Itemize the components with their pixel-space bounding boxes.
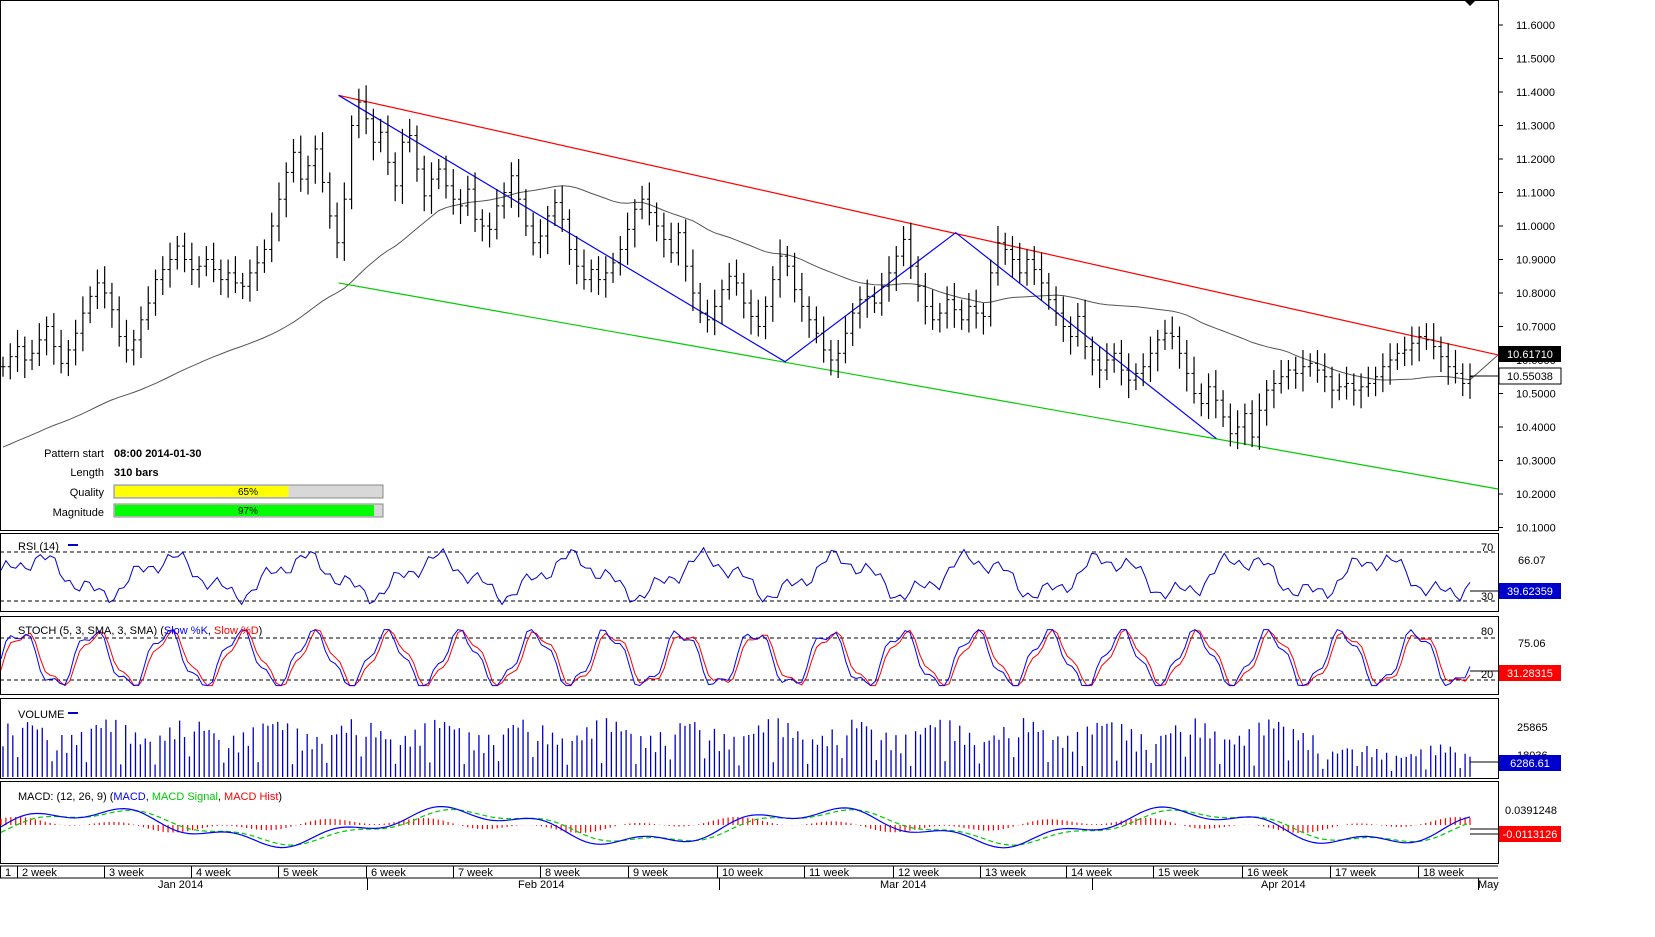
magnitude-bar-fill bbox=[115, 505, 374, 516]
week-label: 9 week bbox=[633, 867, 668, 879]
price-tick-label: 10.3000 bbox=[1516, 456, 1556, 468]
price-tick-label: 11.2000 bbox=[1516, 154, 1555, 166]
week-label: 14 week bbox=[1071, 867, 1112, 879]
week-label: 12 week bbox=[898, 867, 939, 879]
rsi-label: RSI (14) bbox=[18, 541, 59, 553]
magnitude-value: 97% bbox=[238, 506, 258, 517]
length-value: 310 bars bbox=[114, 467, 159, 479]
quality-bar-fill bbox=[115, 486, 289, 497]
macd-label: MACD: (12, 26, 9) (MACD, MACD Signal, MA… bbox=[18, 791, 282, 803]
stoch-tick: 75.06 bbox=[1518, 638, 1546, 650]
collapse-arrow-icon[interactable] bbox=[1465, 1, 1475, 6]
macd-tick: 0.0391248 bbox=[1505, 805, 1557, 817]
week-label: 11 week bbox=[809, 867, 850, 879]
price-tick-label: 10.9000 bbox=[1516, 255, 1556, 267]
stoch-panel: STOCH (5, 3, SMA, 3, SMA) (Slow %K, Slow… bbox=[0, 616, 1561, 695]
week-label: 7 week bbox=[458, 867, 493, 879]
week-label: 1 bbox=[5, 867, 11, 879]
length-label: Length bbox=[70, 467, 104, 479]
month-label: May bbox=[1478, 879, 1499, 891]
price-tick-label: 11.0000 bbox=[1516, 221, 1555, 233]
support-trendline bbox=[338, 282, 1499, 490]
pattern-info: Pattern start 08:00 2014-01-30 Length 31… bbox=[44, 448, 384, 519]
moving-average-line bbox=[2, 185, 1499, 448]
resistance-trendline bbox=[338, 94, 1499, 356]
price-tick-label: 11.6000 bbox=[1516, 20, 1555, 32]
price-tick-label: 10.7000 bbox=[1516, 322, 1556, 334]
week-label: 5 week bbox=[283, 867, 318, 879]
macd-line bbox=[0, 805, 1471, 849]
stoch-level-20: 20 bbox=[1481, 669, 1493, 681]
volume-tick-high: 25865 bbox=[1517, 722, 1548, 734]
week-label: 15 week bbox=[1158, 867, 1199, 879]
price-axis: 11.6000 11.5000 11.4000 11.3000 11.2000 11.10… bbox=[1498, 20, 1556, 535]
week-label: 4 week bbox=[196, 867, 231, 879]
week-label: 16 week bbox=[1247, 867, 1288, 879]
week-label: 2 week bbox=[22, 867, 57, 879]
price-panel bbox=[0, 0, 1499, 531]
week-label: 8 week bbox=[545, 867, 580, 879]
price-tick-label: 11.3000 bbox=[1516, 121, 1555, 133]
week-label: 13 week bbox=[985, 867, 1026, 879]
quality-value: 65% bbox=[238, 487, 258, 498]
week-label: 17 week bbox=[1335, 867, 1376, 879]
quality-label: Quality bbox=[70, 487, 105, 499]
week-label: 18 week bbox=[1423, 867, 1464, 879]
stoch-current: 31.28315 bbox=[1507, 668, 1553, 680]
month-label: Feb 2014 bbox=[518, 879, 564, 891]
rsi-tick: 66.07 bbox=[1518, 555, 1546, 567]
stoch-label: STOCH (5, 3, SMA, 3, SMA) (Slow %K, Slow… bbox=[18, 625, 262, 637]
rsi-level-70: 70 bbox=[1481, 542, 1493, 554]
price-tick-label: 10.4000 bbox=[1516, 422, 1556, 434]
volume-panel: VOLUME 25865 18036 6286.61 bbox=[0, 698, 1561, 779]
price-bars bbox=[0, 85, 1473, 450]
rsi-current: 39.62359 bbox=[1507, 586, 1553, 598]
rsi-line bbox=[0, 546, 1471, 606]
price-tick-label: 10.2000 bbox=[1516, 489, 1556, 501]
stoch-level-80: 80 bbox=[1481, 626, 1493, 638]
month-label: Jan 2014 bbox=[158, 879, 203, 891]
rsi-panel: RSI (14) 70 30 66.07 39.62359 bbox=[0, 533, 1561, 612]
pattern-start-value: 08:00 2014-01-30 bbox=[114, 448, 201, 460]
price-label-last: 10.55038 bbox=[1470, 367, 1562, 385]
stoch-slow-d-line bbox=[0, 628, 1471, 687]
month-label: Apr 2014 bbox=[1261, 879, 1306, 891]
price-tick-label: 11.5000 bbox=[1516, 54, 1555, 66]
month-label: Mar 2014 bbox=[880, 879, 926, 891]
pattern-start-label: Pattern start bbox=[44, 448, 104, 460]
stoch-slow-k-line bbox=[0, 628, 1471, 687]
macd-signal-line bbox=[0, 808, 1471, 846]
week-label: 10 week bbox=[722, 867, 763, 879]
svg-text:10.61710: 10.61710 bbox=[1507, 349, 1553, 361]
price-tick-label: 11.1000 bbox=[1516, 188, 1555, 200]
volume-bars bbox=[2, 718, 1471, 777]
price-tick-label: 10.8000 bbox=[1516, 288, 1556, 300]
rsi-level-30: 30 bbox=[1481, 591, 1493, 603]
price-tick-label: 10.5000 bbox=[1516, 389, 1556, 401]
svg-text:10.55038: 10.55038 bbox=[1507, 371, 1553, 383]
macd-current: -0.0113126 bbox=[1503, 829, 1558, 841]
price-label-upper: 10.61710 bbox=[1499, 346, 1561, 362]
magnitude-label: Magnitude bbox=[53, 507, 104, 519]
volume-label: VOLUME bbox=[18, 709, 64, 721]
macd-panel: MACD: (12, 26, 9) (MACD, MACD Signal, MA… bbox=[0, 781, 1561, 864]
week-label: 3 week bbox=[109, 867, 144, 879]
price-tick-label: 10.1000 bbox=[1516, 523, 1556, 535]
volume-current: 6286.61 bbox=[1510, 758, 1550, 770]
price-tick-label: 11.4000 bbox=[1516, 87, 1555, 99]
week-label: 6 week bbox=[371, 867, 406, 879]
